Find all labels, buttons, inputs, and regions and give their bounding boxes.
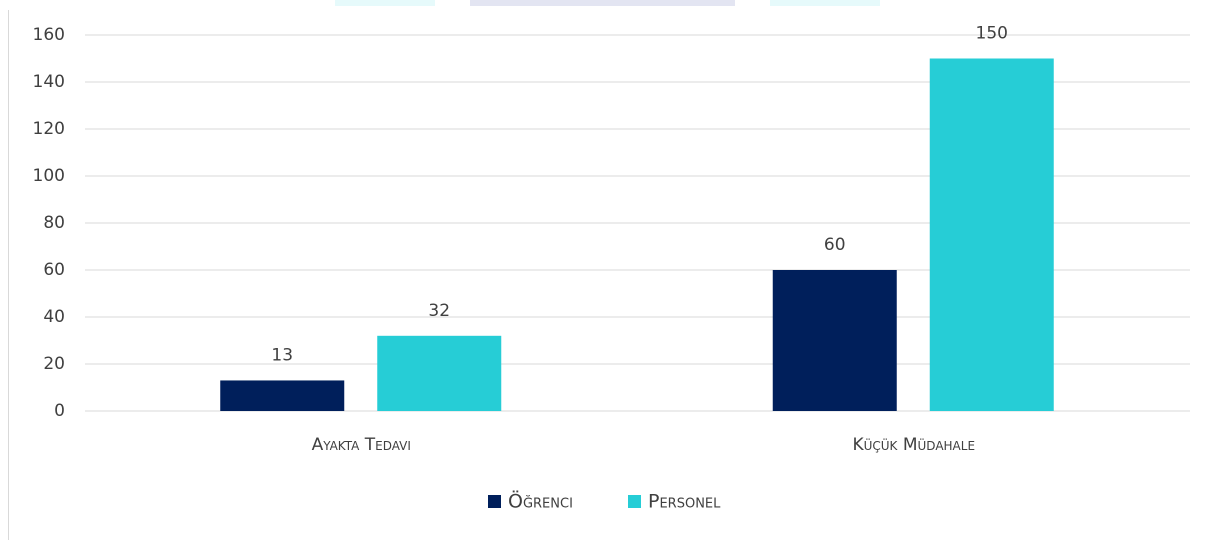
bar — [377, 335, 502, 411]
bar — [220, 380, 345, 411]
legend-swatch — [488, 495, 501, 508]
data-label: 150 — [976, 24, 1008, 44]
data-label: 60 — [824, 235, 846, 255]
bar — [929, 58, 1054, 411]
y-tick-label: 160 — [33, 25, 65, 45]
legend-label: Öğrenci — [508, 490, 573, 513]
y-tick-label: 0 — [54, 401, 65, 421]
y-tick-label: 120 — [33, 119, 65, 139]
y-tick-label: 20 — [43, 354, 65, 374]
x-tick-label: Küçük Müdahale — [852, 435, 975, 455]
y-tick-label: 100 — [33, 166, 65, 186]
decoration — [335, 0, 435, 6]
x-tick-label: Ayakta Tedavi — [312, 435, 411, 455]
y-tick-label: 60 — [43, 260, 65, 280]
decoration — [470, 0, 735, 6]
legend-label: Personel — [648, 491, 721, 513]
bar — [772, 270, 897, 411]
decoration — [770, 0, 880, 6]
data-label: 13 — [271, 345, 293, 365]
y-tick-label: 140 — [33, 72, 65, 92]
data-label: 32 — [428, 301, 450, 321]
y-tick-label: 40 — [43, 307, 65, 327]
y-tick-label: 80 — [43, 213, 65, 233]
legend-swatch — [628, 495, 641, 508]
